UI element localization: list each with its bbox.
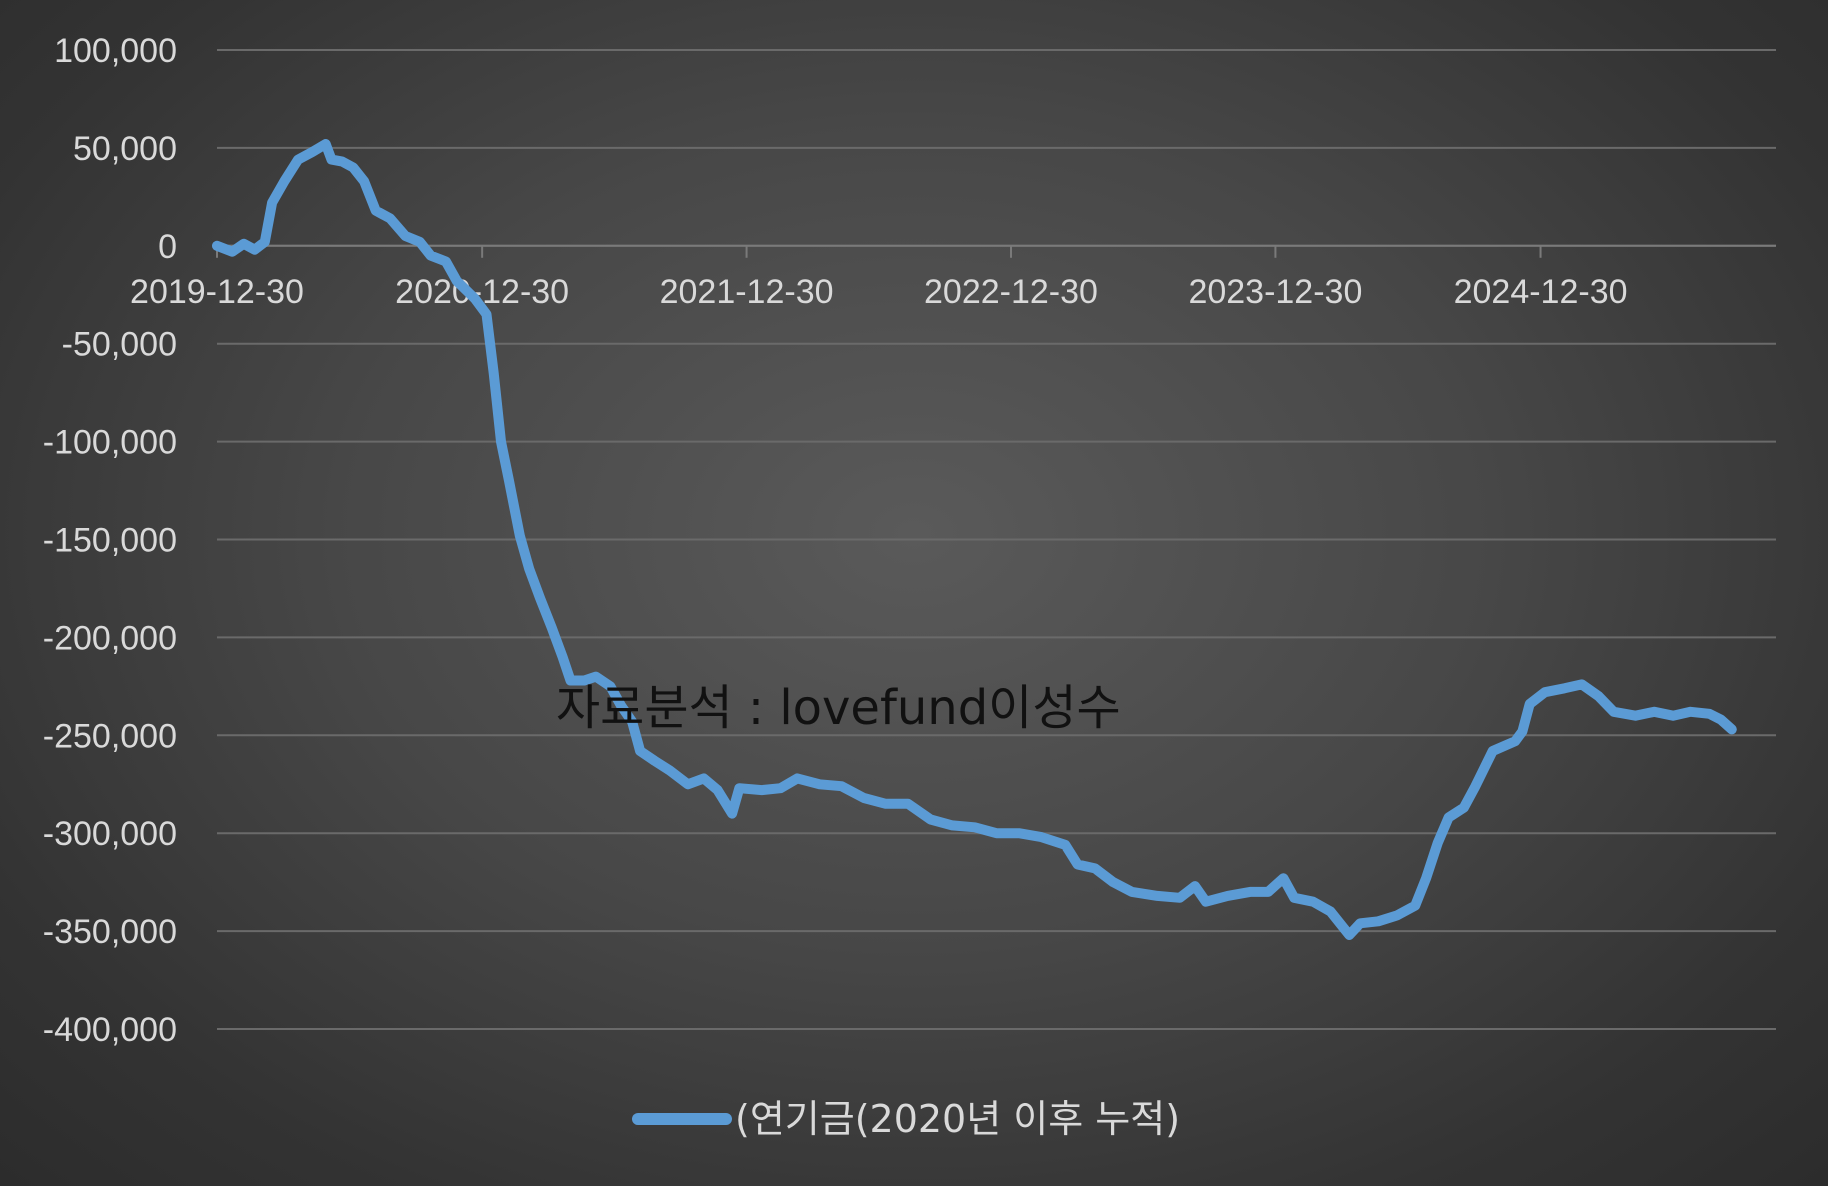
legend: (연기금(2020년 이후 누적)	[632, 1097, 1180, 1141]
y-tick-label: 50,000	[73, 130, 177, 168]
series-line	[212, 139, 1737, 940]
y-tick-label: -250,000	[43, 717, 177, 755]
y-tick-label: -100,000	[43, 424, 177, 462]
y-tick-label: -150,000	[43, 522, 177, 560]
y-tick-label: 0	[158, 228, 177, 266]
x-tick-label: 2019-12-30	[130, 273, 304, 311]
x-tick-label: 2024-12-30	[1454, 273, 1628, 311]
x-tick-label: 2023-12-30	[1188, 273, 1362, 311]
legend-label: (연기금(2020년 이후 누적)	[735, 1097, 1180, 1141]
y-tick-label: -50,000	[62, 326, 177, 364]
x-tick-label: 2021-12-30	[660, 273, 834, 311]
x-axis: 2019-12-30 2020-12-30 2021-12-30 2022-12-30…	[130, 244, 1776, 311]
y-tick-label: -400,000	[43, 1011, 177, 1049]
y-tick-label: 100,000	[54, 32, 177, 70]
x-tick-label: 2022-12-30	[924, 273, 1098, 311]
y-axis-tick-labels: 100,000 50,000 0 -50,000 -100,000 -150,000 -20…	[43, 32, 177, 1049]
y-tick-label: -200,000	[43, 619, 177, 657]
y-tick-label: -300,000	[43, 815, 177, 853]
y-tick-label: -350,000	[43, 913, 177, 951]
gridlines	[217, 49, 1776, 1030]
watermark-text: 자료분석 : lovefund이성수	[556, 680, 1121, 736]
